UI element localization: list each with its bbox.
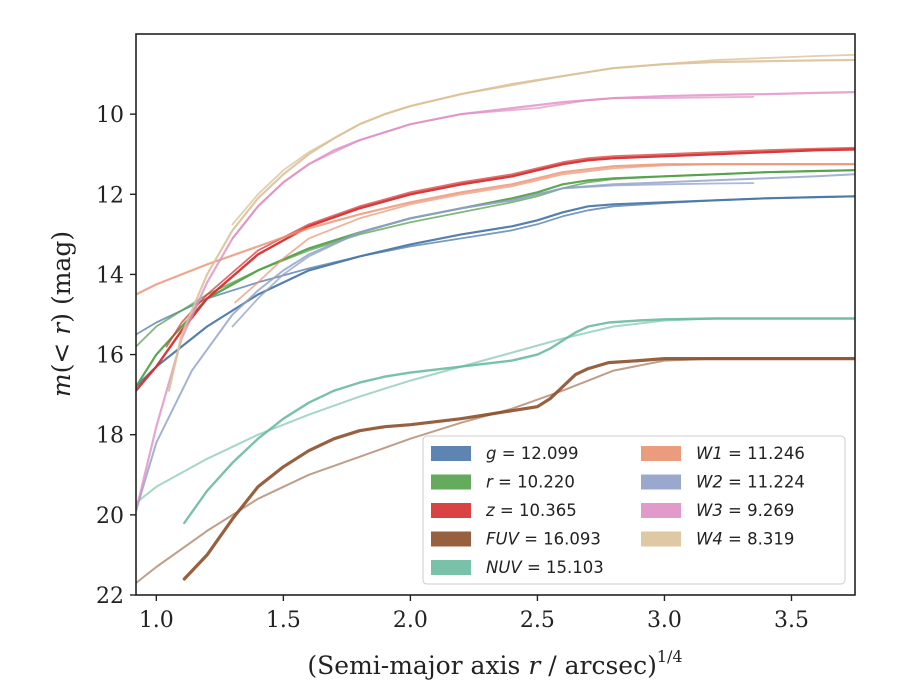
series-line-W3-15: [231, 96, 755, 240]
x-tick-label: 3.5: [774, 608, 809, 633]
y-tick-label: 18: [96, 424, 124, 449]
y-tick-label: 12: [96, 183, 124, 208]
x-tick-label: 3.0: [647, 608, 682, 633]
x-tick-label: 2.0: [393, 608, 428, 633]
y-tick-label: 14: [96, 263, 124, 288]
y-tick-label: 16: [96, 344, 124, 369]
legend-label-W2: W2 = 11.224: [696, 473, 805, 492]
plot-frame: [135, 33, 856, 596]
x-axis-title: (Semi-major axis r / arcsec)1/4: [307, 647, 682, 680]
legend-box: [422, 435, 846, 585]
series-line-z-4: [136, 148, 855, 392]
legend-swatch-NUV: [431, 560, 471, 575]
legend-label-z: z = 10.365: [485, 501, 577, 520]
legend-swatch-W1: [641, 446, 681, 461]
legend-label-r: r = 10.220: [486, 473, 575, 492]
legend-swatch-z: [431, 503, 471, 518]
series-line-W1-11: [234, 163, 855, 304]
y-tick-label: 10: [96, 103, 124, 128]
legend-swatch-FUV: [431, 531, 471, 547]
x-tick-label: 2.5: [520, 608, 555, 633]
series-line-W4-17: [231, 53, 855, 226]
legend-label-NUV: NUV = 15.103: [486, 558, 604, 577]
legend-label-W1: W1 = 11.246: [696, 444, 805, 463]
y-tick-label: 22: [96, 584, 124, 609]
y-axis-title: m(< r) (mag): [47, 231, 76, 397]
x-tick-label: 1.0: [139, 608, 174, 633]
series-line-FUV-7: [136, 357, 855, 584]
y-axis: 10 12 14 16 18 20 22: [96, 103, 136, 609]
legend-label-W3: W3 = 9.269: [696, 501, 794, 520]
legend: g = 12.099 r = 10.220 z = 10.365 FUV = 16.0…: [422, 435, 846, 585]
legend-swatch-g: [431, 446, 471, 461]
series-line-r-3: [136, 169, 855, 348]
legend-swatch-W4: [641, 531, 681, 547]
series-line-g-1: [136, 195, 855, 336]
legend-label-FUV: FUV = 16.093: [486, 530, 601, 549]
series-line-NUV-9: [136, 317, 855, 504]
legend-label-W4: W4 = 8.319: [696, 530, 794, 549]
series-line-z-5: [165, 146, 855, 348]
legend-swatch-W3: [641, 503, 681, 518]
legend-label-g: g = 12.099: [486, 444, 579, 463]
legend-swatch-r: [431, 474, 471, 490]
series-line-W2-13: [231, 182, 755, 328]
series-line-FUV-6: [182, 357, 855, 581]
series-layer: [136, 53, 855, 584]
legend-swatch-W2: [641, 474, 681, 490]
y-tick-label: 20: [96, 504, 124, 529]
x-tick-label: 1.5: [266, 608, 301, 633]
x-axis: 1.0 1.5 2.0 2.5 3.0 3.5: [139, 595, 809, 633]
